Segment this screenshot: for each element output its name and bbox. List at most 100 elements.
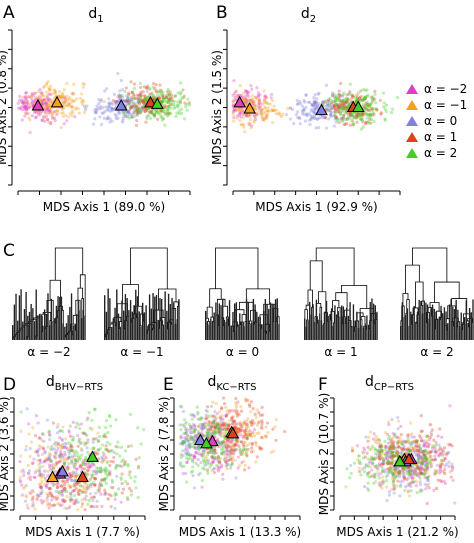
dendrogram-leaves	[433, 308, 435, 340]
cloud-point	[342, 106, 346, 111]
dendrogram-leaves	[114, 307, 116, 340]
dendrogram-leaves	[465, 300, 467, 340]
cloud-point	[108, 117, 112, 121]
cloud-point	[162, 109, 166, 113]
dendrogram-leaves	[367, 324, 370, 340]
cloud-point	[178, 92, 183, 96]
cloud-point	[150, 111, 154, 115]
cloud-point	[33, 109, 38, 114]
dendrogram-leaves	[225, 322, 227, 340]
cloud-point	[147, 113, 151, 118]
cloud-point	[232, 107, 236, 111]
dendrogram-leaves	[49, 325, 51, 340]
cloud-point	[22, 473, 26, 477]
cloud-point	[165, 108, 169, 112]
cloud-point	[94, 110, 98, 114]
cloud-point	[165, 100, 169, 104]
cloud-point	[132, 82, 137, 86]
cloud-point	[231, 93, 235, 97]
dendrogram-leaves	[346, 307, 348, 340]
cloud-point	[108, 120, 112, 124]
cloud-point	[128, 486, 132, 491]
cloud-point	[166, 112, 170, 116]
cloud-point	[200, 485, 204, 489]
cloud-point	[85, 434, 89, 438]
cloud-point	[350, 448, 355, 453]
cloud-point	[248, 429, 252, 433]
cloud-point	[110, 102, 115, 107]
cloud-point	[20, 493, 24, 497]
cloud-point	[184, 471, 188, 476]
cloud-point	[354, 116, 359, 120]
cloud-point	[40, 490, 44, 494]
cloud-point	[147, 106, 151, 111]
cloud-point	[354, 111, 359, 115]
cloud-point	[338, 102, 342, 106]
cloud-point	[72, 91, 76, 96]
cloud-point	[250, 100, 254, 105]
dendrogram-leaves	[453, 309, 456, 340]
cloud-point	[235, 116, 240, 120]
cloud-point	[124, 114, 128, 118]
cloud-point	[17, 106, 21, 110]
legend-label: α = 0	[424, 114, 457, 128]
cloud-point	[45, 95, 49, 99]
dendrogram-leaves	[155, 295, 158, 340]
cloud-point	[425, 476, 429, 480]
cloud-point	[383, 439, 387, 443]
cloud-point	[329, 102, 333, 106]
legend-swatch	[406, 84, 418, 94]
cloud-point	[209, 404, 214, 409]
cloud-point	[65, 506, 69, 511]
cloud-point	[241, 95, 245, 99]
cloud-point	[298, 100, 302, 104]
cloud-point	[333, 114, 337, 118]
cloud-point	[146, 95, 150, 99]
dendrogram-leaves	[425, 302, 427, 340]
dendrogram-leaves	[252, 298, 255, 340]
cloud-point	[168, 97, 172, 101]
cloud-point	[152, 112, 157, 116]
cloud-point	[337, 92, 341, 96]
cloud-point	[251, 102, 255, 106]
cloud-point	[158, 90, 162, 94]
cloud-point	[137, 107, 141, 111]
cloud-point	[242, 444, 246, 449]
cloud-point	[25, 110, 29, 114]
cloud-point	[19, 410, 23, 414]
cloud-point	[138, 92, 143, 96]
cloud-point	[138, 111, 143, 115]
cloud-point	[355, 120, 359, 124]
cloud-point	[31, 490, 36, 494]
cloud-point	[138, 94, 142, 98]
cloud-point	[365, 94, 369, 99]
cloud-point	[42, 97, 47, 102]
y-axis-label: MDS Axis 2 (3.6 %)	[0, 397, 11, 512]
cloud-point	[170, 93, 174, 97]
cloud-point	[231, 99, 235, 103]
cloud-point	[371, 97, 375, 101]
dendrogram-leaves	[322, 324, 324, 340]
cloud-point	[139, 110, 143, 114]
dendrogram-leaves	[23, 309, 26, 340]
cloud-point	[48, 109, 52, 113]
cloud-point	[237, 113, 241, 117]
cloud-point	[335, 105, 340, 110]
cloud-point	[139, 98, 143, 102]
cloud-point	[80, 505, 84, 509]
panel-letter: F	[318, 375, 328, 395]
cloud-point	[373, 92, 377, 96]
cloud-point	[361, 113, 365, 117]
cloud-point	[361, 456, 366, 460]
cloud-point	[241, 447, 245, 451]
cloud-point	[39, 91, 43, 95]
cloud-point	[272, 104, 276, 108]
cloud-point	[81, 98, 85, 102]
cloud-point	[375, 464, 379, 468]
cloud-point	[170, 103, 174, 107]
cloud-point	[271, 108, 275, 112]
cloud-point	[142, 99, 146, 104]
cloud-point	[71, 99, 75, 103]
cloud-point	[248, 117, 253, 122]
cloud-point	[20, 483, 24, 487]
